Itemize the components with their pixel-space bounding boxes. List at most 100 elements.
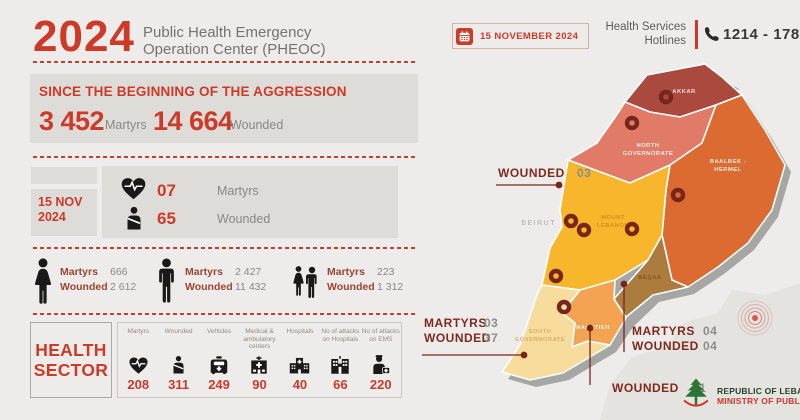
heart-pulse-icon (128, 352, 149, 375)
label-akkar: AKKAR (672, 89, 696, 95)
men-wounded-label: Wounded (185, 281, 233, 293)
women-wounded-value: 2 612 (110, 281, 137, 293)
heart-pulse-icon (120, 176, 147, 206)
decorative-bar (31, 167, 97, 184)
wounded-person-icon (170, 352, 187, 375)
hs-col-wounded: Wounded 311 (164, 328, 193, 392)
ambulance-icon (208, 352, 230, 375)
callout-beqaa-value2: 04 (703, 339, 717, 353)
men-martyrs-label: Martyrs (185, 266, 223, 278)
women-martyrs-label: Martyrs (60, 266, 98, 278)
total-martyrs-label: Martyrs (105, 118, 147, 132)
calendar-icon (456, 27, 473, 45)
region-beqaa (613, 234, 689, 318)
women-stats: Martyrs 666 Wounded 2 612 (60, 266, 136, 293)
daily-date-box: 15 NOV 2024 (31, 189, 97, 236)
hs-col-attacks-hospitals: No of attacks on Hospitals 66 (321, 328, 360, 392)
ministry-logo: REPUBLIC OF LEBANON MINISTRY OF PUBLIC H… (681, 377, 800, 415)
callout-dot-south (520, 351, 528, 359)
label-south-1: SOUTH (529, 329, 552, 335)
hotline-number: 1214 - 1787 (723, 26, 800, 43)
men-wounded-value: 11 432 (235, 281, 267, 293)
callout-nabatieh-label: WOUNDED (612, 381, 679, 395)
women-martyrs-value: 666 (110, 266, 128, 278)
date-badge-label: 15 NOVEMBER 2024 (480, 30, 579, 42)
paramedic-icon (370, 352, 391, 375)
hotline-label: Health Services Hotlines (605, 21, 686, 47)
men-martyrs-value: 2 427 (235, 266, 262, 278)
page-title-line2: Operation Center (PHEOC) (143, 41, 326, 58)
vertical-divider (695, 20, 698, 49)
hs-col-vehicles: Vehicles 249 (206, 328, 232, 392)
ministry-logo-text: REPUBLIC OF LEBANON MINISTRY OF PUBLIC H… (717, 386, 800, 406)
children-martyrs-label: Martyrs (327, 266, 365, 278)
hs-col-attacks-ems: No of attacks on EMS 220 (361, 328, 400, 392)
page-title-line1: Public Health Emergency (143, 24, 312, 41)
daily-wounded-label: Wounded (217, 211, 271, 226)
year-title: 2024 (33, 12, 135, 61)
children-wounded-value: 1 312 (377, 281, 404, 293)
total-wounded-value: 14 664 (153, 106, 233, 136)
callout-mount-value: 03 (577, 166, 591, 180)
hospital-icon (288, 352, 311, 375)
women-wounded-label: Wounded (60, 281, 108, 293)
label-north-1: NORTH (636, 143, 659, 149)
hs-col-medical-centers: Medical & ambulatory centers 90 (243, 328, 276, 392)
cedar-icon (681, 377, 711, 415)
label-mount-1: MOUNT (601, 215, 625, 221)
dashed-divider (33, 313, 415, 315)
callout-dot-mount (555, 181, 563, 189)
callout-beqaa-label1: MARTYRS (632, 324, 695, 338)
aggression-summary-panel: SINCE THE BEGINNING OF THE AGGRESSION 3 … (30, 74, 418, 143)
callout-beqaa-label2: WOUNDED (632, 339, 699, 353)
phone-icon (703, 26, 720, 48)
children-stats: Martyrs 223 Wounded 1 312 (327, 266, 403, 293)
man-icon (156, 257, 177, 310)
daily-martyrs-value: 07 (157, 181, 176, 200)
children-icons (292, 266, 320, 307)
label-baalbek-1: BAALBEK - (710, 159, 746, 165)
label-mount-2: LEBANON (597, 223, 629, 229)
medical-center-icon (249, 352, 269, 375)
callout-south-label2: WOUNDED (424, 331, 491, 345)
page-title: Public Health Emergency Operation Center… (143, 24, 326, 58)
republic-of-lebanon-text: REPUBLIC OF LEBANON (717, 386, 800, 396)
aggression-title: SINCE THE BEGINNING OF THE AGGRESSION (39, 84, 347, 99)
label-beqaa: BEQAA (638, 275, 662, 281)
ministry-of-public-health-text: MINISTRY OF PUBLIC HEALTH (717, 396, 800, 406)
daily-stats-panel: 07 Martyrs 65 Wounded (102, 166, 398, 238)
attacked-hospital-icon (329, 352, 351, 375)
dashed-divider (33, 247, 415, 249)
strike-epicenter-icon (737, 300, 773, 336)
total-wounded-label: Wounded (230, 118, 284, 132)
strike-markers (548, 89, 686, 315)
date-badge: 15 NOVEMBER 2024 (452, 23, 590, 49)
callout-south-label1: MARTYRS (424, 316, 487, 330)
health-sector-title: HEALTH SECTOR (30, 322, 112, 398)
callout-south-value1: 03 (484, 316, 498, 330)
callout-mount-label: WOUNDED (498, 166, 565, 180)
callout-beqaa-value1: 04 (703, 324, 717, 338)
daily-date-line2: 2024 (38, 210, 66, 224)
hs-col-hospitals: Hospitals 40 (286, 328, 314, 392)
dashed-divider (33, 156, 415, 158)
daily-martyrs-label: Martyrs (217, 184, 259, 198)
men-stats: Martyrs 2 427 Wounded 11 432 (185, 266, 266, 293)
label-south-2: GOVERNORATE (515, 337, 565, 343)
woman-icon (31, 258, 55, 310)
daily-date-line1: 15 NOV (38, 195, 83, 209)
callout-dot-nabatieh (586, 324, 594, 332)
children-martyrs-value: 223 (377, 266, 395, 278)
hs-col-martyrs: Martyrs 208 (127, 328, 150, 392)
daily-wounded-value: 65 (157, 208, 176, 228)
callout-south-value2: 37 (484, 331, 498, 345)
background-map-shape (600, 283, 800, 420)
health-sector-panel: Martyrs 208 Wounded 311 Vehicles 249 Med… (117, 322, 402, 398)
callout-dot-beqaa (620, 280, 628, 288)
label-beirut: BEIRUT (521, 220, 556, 227)
wounded-person-icon (120, 206, 147, 231)
lebanon-map: AKKAR NORTH GOVERNORATE BAALBEK - HERMEL… (422, 63, 800, 420)
children-wounded-label: Wounded (327, 281, 375, 293)
total-martyrs-value: 3 452 (39, 106, 105, 136)
